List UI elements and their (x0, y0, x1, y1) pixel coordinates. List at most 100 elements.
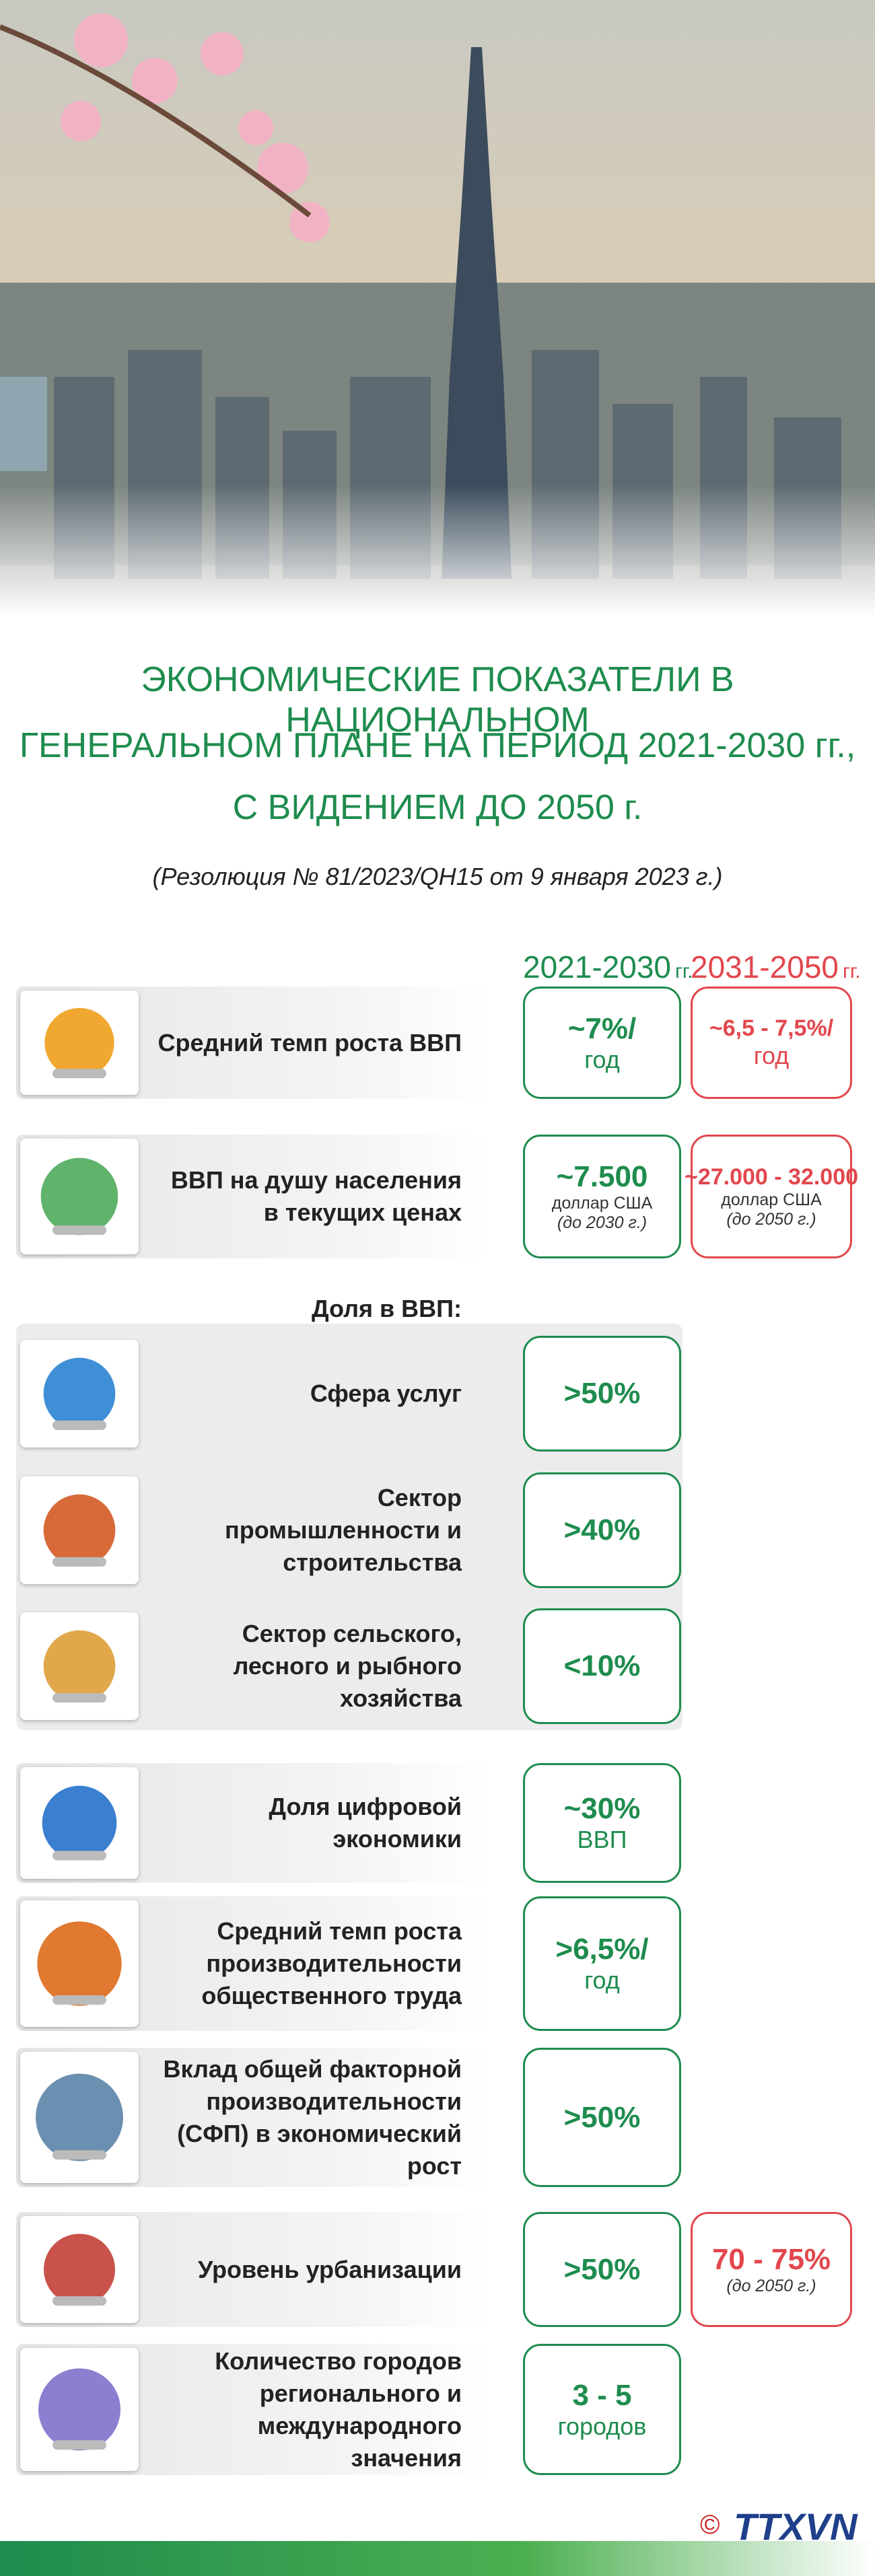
row-label: ВВП на душу населения в текущих ценах (139, 1135, 462, 1258)
icon (20, 2348, 139, 2471)
value-main: 3 - 5 (572, 2378, 632, 2412)
unit: гг. (674, 960, 693, 982)
footer-bar (0, 2541, 875, 2576)
label-line: лесного и рыбного (233, 1652, 462, 1680)
label-line: Средний темп роста (217, 1917, 462, 1945)
icon (20, 991, 139, 1095)
label-line: Сектор сельского, (242, 1620, 462, 1647)
icon-art (44, 1007, 114, 1079)
label-line: Количество городов (215, 2347, 462, 2375)
row-label: Средний темп роста производительности обще… (139, 1896, 462, 2031)
value-box: ~27.000 - 32.000 доллар США (до 2050 г.) (685, 1135, 858, 1258)
copyright: © (700, 2510, 720, 2540)
value-main: 70 - 75% (711, 2243, 831, 2276)
icon (20, 1139, 139, 1254)
label-line: ВВП на душу населения (170, 1166, 462, 1194)
icon (20, 1900, 139, 2027)
value-box: 3 - 5 городов (523, 2344, 681, 2475)
label-line: Уровень урбанизации (197, 2255, 462, 2283)
label-line: Сфера услуг (310, 1380, 462, 1407)
icon-art (42, 1785, 117, 1861)
row-label: Средний темп роста ВВП (139, 987, 462, 1099)
value-note: (до 2050 г.) (726, 1209, 816, 1229)
value-main: <10% (563, 1649, 641, 1682)
label-line: промышленности и (225, 1516, 462, 1544)
row-label: Сектор промышленности и строительства (139, 1472, 462, 1588)
value-main: >50% (563, 2252, 641, 2286)
value-box: 70 - 75% (до 2050 г.) (691, 2212, 852, 2327)
value-main: >6,5%/ (555, 1933, 649, 1966)
value-box: ~7%/год (523, 987, 681, 1099)
label-line: Доля цифровой (269, 1793, 462, 1820)
title-line: ЭКОНОМИЧЕСКИЕ ПОКАЗАТЕЛИ В НАЦИОНАЛЬНОМ (141, 660, 734, 740)
icon (20, 2052, 139, 2183)
row-label: Сектор сельского, лесного и рыбного хозяйс… (139, 1608, 462, 1724)
value-main: ~7.500 (556, 1160, 648, 1193)
unit: гг. (842, 960, 861, 982)
icon (20, 1340, 139, 1447)
icon-art (36, 2073, 123, 2161)
label-line: экономики (332, 1825, 462, 1853)
value-sub: год (753, 1042, 790, 1069)
column-header: 2031-2050 гг. (691, 949, 861, 985)
icon-art (38, 2368, 120, 2451)
value-box: >50% (523, 1336, 681, 1452)
label-line: рост (407, 2151, 462, 2180)
icon (20, 1767, 139, 1879)
value-sub: ВВП (577, 1826, 627, 1853)
label-line: в текущих ценах (263, 1198, 462, 1226)
value-main: >40% (563, 1513, 641, 1546)
value-box: >50% (523, 2048, 681, 2187)
row-label: Сфера услуг (139, 1336, 462, 1452)
years: 2021-2030 (523, 950, 671, 985)
row-label: Доля цифровой экономики (139, 1763, 462, 1883)
value-sub: городов (557, 2412, 647, 2440)
icon (20, 1476, 139, 1584)
value-main: ~27.000 - 32.000 (684, 1164, 859, 1190)
value-sub: доллар США (551, 1194, 653, 1213)
icon (20, 1612, 139, 1720)
label-line: (СФП) в экономический (177, 2119, 462, 2147)
row-label: Уровень урбанизации (139, 2212, 462, 2327)
value-box: >50% (523, 2212, 681, 2327)
row-label: Вклад общей факторной производительности (… (139, 2048, 462, 2187)
label-line: производительности (206, 2087, 462, 2115)
title-line: ГЕНЕРАЛЬНОМ ПЛАНЕ НА ПЕРИОД 2021-2030 гг… (19, 726, 856, 765)
value-box: ~7.500 доллар США (до 2030 г.) (523, 1135, 681, 1258)
value-main: >50% (563, 1377, 641, 1410)
label-line: хозяйства (339, 1684, 462, 1712)
agency: TTXVN (734, 2505, 858, 2548)
label-line: значения (351, 2443, 462, 2472)
value-box: >40% (523, 1472, 681, 1588)
value-note: (до 2050 г.) (726, 2277, 816, 2295)
label-line: регионального и (259, 2379, 462, 2407)
label-line: производительности (206, 1949, 462, 1977)
value-box: ~30% ВВП (523, 1763, 681, 1883)
row-label: Количество городов регионального и междуна… (139, 2344, 462, 2475)
label-line: международного (257, 2411, 462, 2439)
icon-art (43, 1357, 116, 1430)
label-line: Сектор (377, 1484, 462, 1511)
label-line: строительства (283, 1548, 462, 1576)
icon-art (44, 2233, 115, 2306)
icon (20, 2216, 139, 2323)
column-header: 2021-2030 гг. (523, 949, 693, 985)
header-image (0, 0, 875, 617)
value-sub: доллар США (721, 1190, 822, 1209)
icon-art (37, 1921, 122, 2006)
icon-art (43, 1494, 116, 1567)
years: 2031-2050 (691, 950, 839, 985)
subtitle: (Резолюция № 81/2023/QH15 от 9 января 20… (152, 863, 723, 890)
value-note: (до 2030 г.) (557, 1213, 648, 1232)
share-heading: Доля в ВВП: (311, 1295, 462, 1322)
title-line: С ВИДЕНИЕМ ДО 2050 г. (232, 788, 643, 827)
value-box: <10% (523, 1608, 681, 1724)
label-line: общественного труда (201, 1982, 462, 2009)
label-line: Вклад общей факторной (163, 2054, 462, 2083)
value-main: ~6,5 - 7,5%/ (709, 1015, 834, 1041)
value-main: ~7%/ (567, 1011, 637, 1045)
label-line: Средний темп роста ВВП (158, 1028, 462, 1057)
icon-art (43, 1630, 116, 1703)
value-main: >50% (563, 2100, 641, 2134)
